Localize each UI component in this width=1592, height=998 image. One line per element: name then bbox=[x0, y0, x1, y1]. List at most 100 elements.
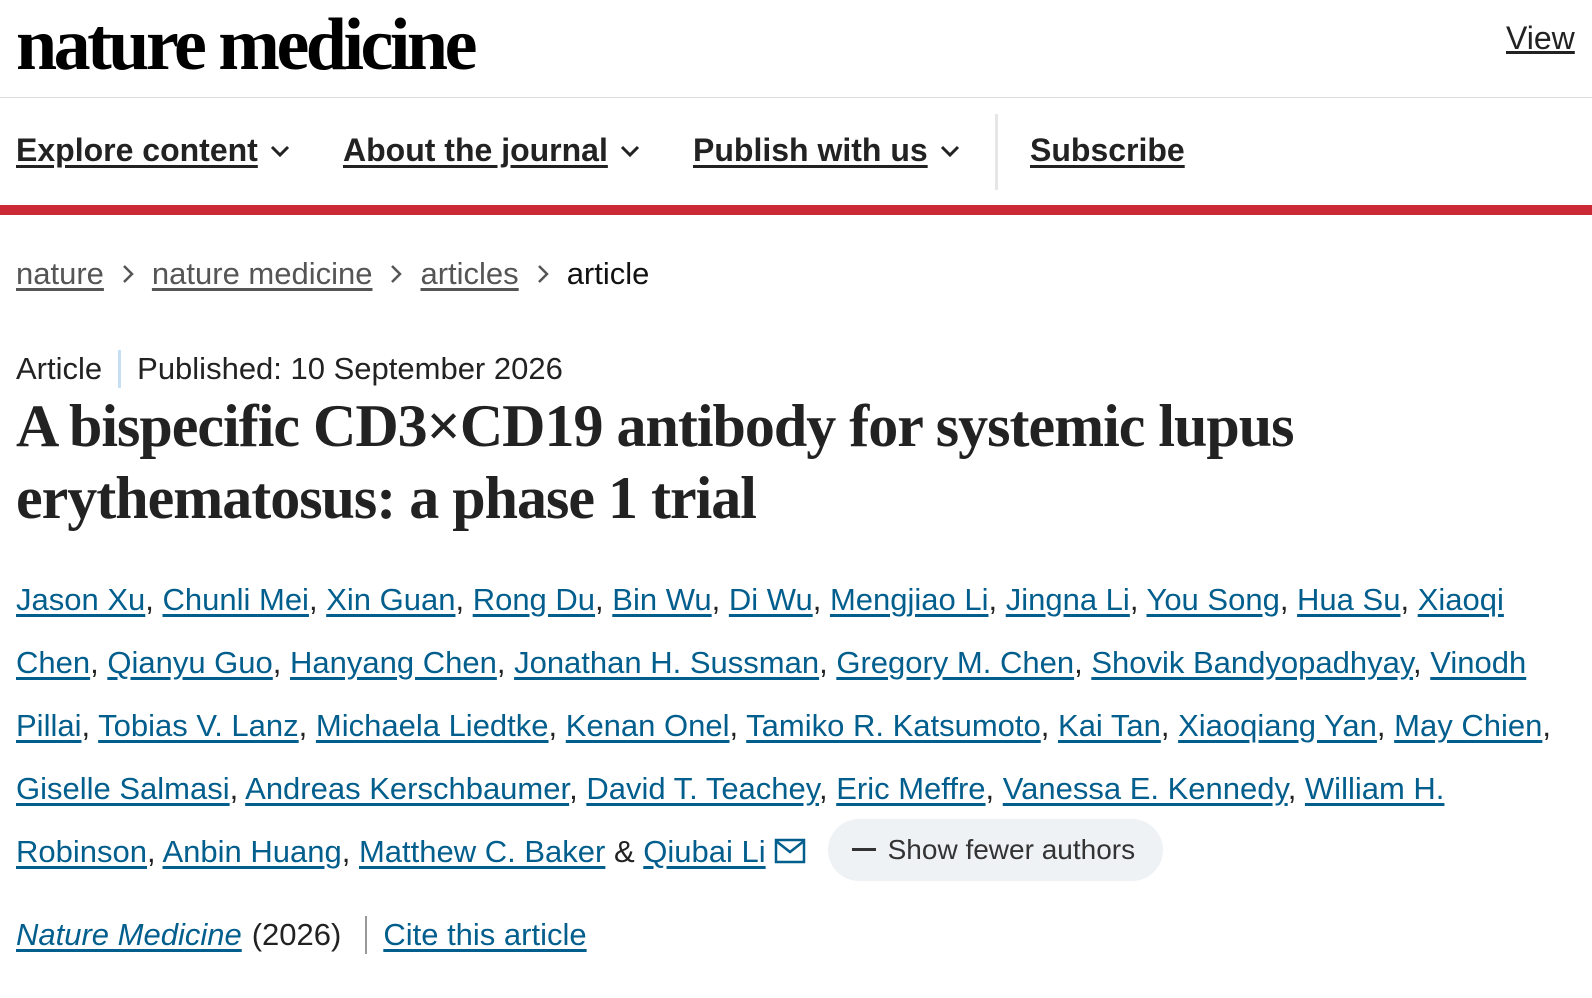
author-link[interactable]: Kai Tan bbox=[1058, 708, 1161, 743]
author-link[interactable]: Di Wu bbox=[728, 582, 813, 617]
author-link[interactable]: May Chien bbox=[1394, 708, 1543, 743]
nav-subscribe[interactable]: Subscribe bbox=[1030, 132, 1185, 169]
author-link[interactable]: Hanyang Chen bbox=[290, 645, 497, 680]
author-link[interactable]: Giselle Salmasi bbox=[16, 771, 230, 806]
author-link[interactable]: William H. Robinson bbox=[16, 771, 1445, 869]
author-separator: , bbox=[1160, 708, 1179, 743]
author-link[interactable]: Vanessa E. Kennedy bbox=[1002, 771, 1288, 806]
author-link[interactable]: Jonathan H. Sussman bbox=[514, 645, 820, 680]
breadcrumb-nature[interactable]: nature bbox=[16, 256, 104, 291]
author-separator: , bbox=[569, 771, 587, 806]
nav-about-journal[interactable]: About the journal bbox=[343, 132, 640, 169]
nav-subscribe-label: Subscribe bbox=[1030, 132, 1185, 168]
journal-logo[interactable]: nature medicine bbox=[16, 4, 477, 86]
nav-publish-with-us[interactable]: Publish with us bbox=[693, 132, 960, 169]
author-ampersand: & bbox=[605, 834, 644, 869]
author-link[interactable]: Jingna Li bbox=[1005, 582, 1130, 617]
article-type: Article bbox=[16, 351, 103, 386]
author-separator: , bbox=[1129, 582, 1147, 617]
author-link[interactable]: Shovik Bandyopadhyay bbox=[1091, 645, 1414, 680]
author-link[interactable]: Tobias V. Lanz bbox=[98, 708, 299, 743]
author-link[interactable]: Andreas Kerschbaumer bbox=[245, 771, 570, 806]
envelope-icon[interactable] bbox=[774, 822, 806, 885]
cite-divider bbox=[365, 916, 368, 954]
breadcrumb-articles[interactable]: articles bbox=[420, 256, 519, 291]
show-fewer-authors-button[interactable]: Show fewer authors bbox=[827, 818, 1164, 881]
author-link[interactable]: Tamiko R. Katsumoto bbox=[746, 708, 1041, 743]
author-link[interactable]: Eric Meffre bbox=[836, 771, 986, 806]
author-link[interactable]: Jason Xu bbox=[16, 582, 146, 617]
author-link[interactable]: Qiubai Li bbox=[643, 834, 766, 869]
author-link[interactable]: Anbin Huang bbox=[162, 834, 342, 869]
breadcrumb-nature-medicine[interactable]: nature medicine bbox=[151, 256, 373, 291]
cite-this-article-link[interactable]: Cite this article bbox=[383, 917, 587, 952]
author-separator: , bbox=[1279, 582, 1298, 617]
author-link[interactable]: Xiaoqi Chen bbox=[16, 582, 1504, 680]
author-separator: , bbox=[819, 645, 837, 680]
minus-icon bbox=[851, 848, 876, 852]
author-link[interactable]: Bin Wu bbox=[612, 582, 712, 617]
chevron-down-icon bbox=[620, 145, 639, 157]
author-separator: , bbox=[1400, 582, 1418, 617]
author-link[interactable]: Michaela Liedtke bbox=[315, 708, 549, 743]
chevron-right-icon bbox=[537, 264, 549, 284]
author-separator: , bbox=[1287, 771, 1305, 806]
author-separator: , bbox=[146, 834, 163, 869]
author-separator: , bbox=[145, 582, 163, 617]
nav-about-journal-label: About the journal bbox=[343, 132, 608, 168]
author-separator: , bbox=[729, 708, 747, 743]
breadcrumb: nature nature medicine articles article bbox=[16, 256, 649, 292]
author-list: Jason Xu, Chunli Mei, Xin Guan, Rong Du,… bbox=[16, 568, 1576, 885]
nav-publish-with-us-label: Publish with us bbox=[693, 132, 928, 168]
author-link[interactable]: Rong Du bbox=[472, 582, 596, 617]
view-link[interactable]: View bbox=[1506, 20, 1575, 56]
author-link[interactable]: Mengjiao Li bbox=[829, 582, 989, 617]
nav-explore-content-label: Explore content bbox=[16, 132, 258, 168]
citation-line: Nature Medicine (2026) Cite this article bbox=[16, 916, 587, 954]
brand-accent-rule bbox=[0, 205, 1592, 215]
author-separator: , bbox=[1542, 708, 1551, 743]
author-separator: , bbox=[496, 645, 515, 680]
author-separator: , bbox=[988, 582, 1006, 617]
chevron-right-icon bbox=[390, 264, 403, 284]
meta-divider bbox=[118, 350, 122, 388]
publication-year: (2026) bbox=[251, 917, 342, 952]
author-separator: , bbox=[341, 834, 359, 869]
author-separator: , bbox=[308, 582, 327, 617]
breadcrumb-current: article bbox=[566, 256, 650, 291]
author-link[interactable]: Xiaoqiang Yan bbox=[1178, 708, 1377, 743]
author-separator: , bbox=[595, 582, 613, 617]
nav-explore-content[interactable]: Explore content bbox=[16, 132, 290, 169]
author-separator: , bbox=[985, 771, 1003, 806]
author-separator: , bbox=[711, 582, 729, 617]
author-separator: , bbox=[272, 645, 291, 680]
article-title: A bispecific CD3×CD19 antibody for syste… bbox=[16, 393, 1295, 531]
author-link[interactable]: Vinodh Pillai bbox=[16, 645, 1527, 743]
author-separator: , bbox=[1413, 645, 1431, 680]
author-separator: , bbox=[90, 645, 108, 680]
author-link[interactable]: You Song bbox=[1146, 582, 1280, 617]
chevron-right-icon bbox=[122, 264, 134, 284]
chevron-down-icon bbox=[940, 145, 959, 157]
main-nav: Explore content About the journal Publis… bbox=[0, 98, 1592, 206]
author-link[interactable]: Qianyu Guo bbox=[107, 645, 273, 680]
author-separator: , bbox=[1040, 708, 1059, 743]
author-separator: , bbox=[548, 708, 566, 743]
author-separator: , bbox=[229, 771, 246, 806]
author-link[interactable]: Matthew C. Baker bbox=[358, 834, 606, 869]
author-link[interactable]: Kenan Onel bbox=[565, 708, 730, 743]
author-separator: , bbox=[818, 771, 837, 806]
published-date: Published: 10 September 2026 bbox=[137, 351, 563, 386]
masthead: nature medicine View bbox=[0, 0, 1592, 98]
author-link[interactable]: Xin Guan bbox=[326, 582, 456, 617]
author-link[interactable]: David T. Teachey bbox=[586, 771, 819, 806]
author-separator: , bbox=[1376, 708, 1395, 743]
journal-link[interactable]: Nature Medicine bbox=[16, 917, 242, 952]
author-link[interactable]: Gregory M. Chen bbox=[836, 645, 1075, 680]
author-separator: , bbox=[812, 582, 830, 617]
author-link[interactable]: Hua Su bbox=[1297, 582, 1401, 617]
author-separator: , bbox=[298, 708, 316, 743]
author-separator: , bbox=[81, 708, 99, 743]
show-fewer-authors-label: Show fewer authors bbox=[887, 834, 1136, 866]
author-link[interactable]: Chunli Mei bbox=[162, 582, 309, 617]
